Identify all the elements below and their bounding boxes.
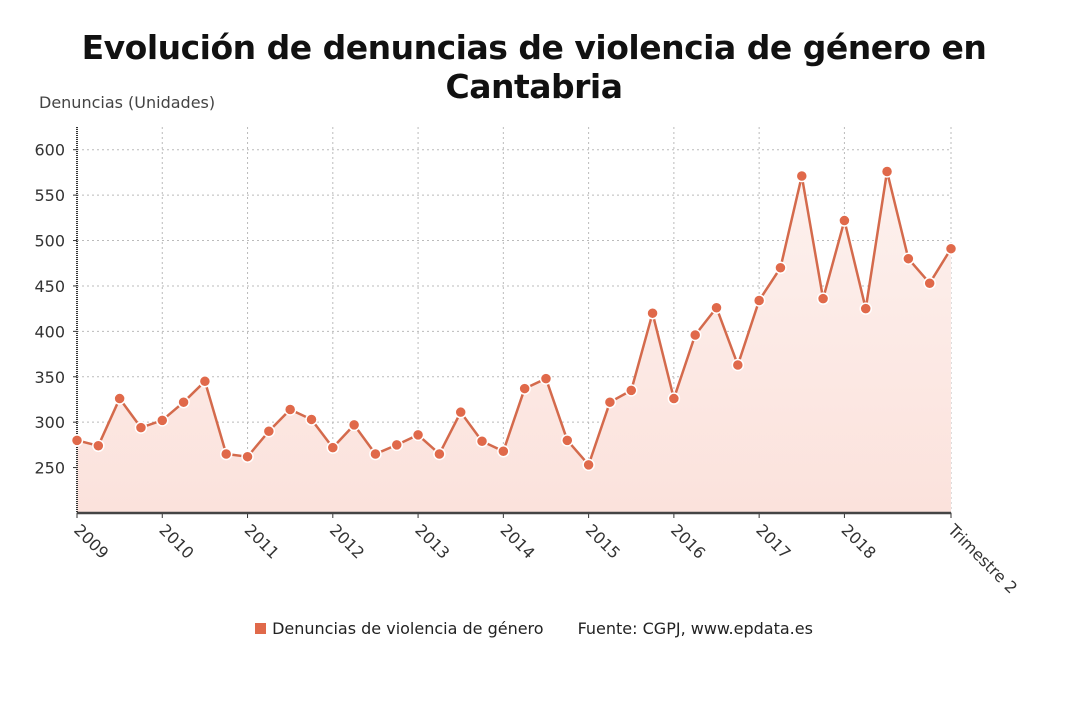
data-point <box>667 392 681 405</box>
data-point <box>582 458 595 472</box>
x-tick-label: 2012 <box>326 520 368 562</box>
data-point <box>262 425 276 438</box>
data-point <box>774 261 787 275</box>
y-tick-label: 450 <box>34 277 65 296</box>
data-point <box>902 252 915 265</box>
data-point <box>70 434 84 447</box>
data-point <box>454 405 467 419</box>
legend-series-label: Denuncias de violencia de género <box>272 619 544 638</box>
data-point <box>859 302 872 315</box>
x-tick-label: 2011 <box>241 520 283 562</box>
data-point <box>539 372 553 385</box>
data-point <box>326 441 340 454</box>
data-point <box>497 444 510 458</box>
data-point <box>518 382 531 395</box>
data-point <box>923 276 936 290</box>
y-tick-label: 300 <box>34 413 65 432</box>
y-tick-label: 400 <box>34 322 65 341</box>
data-marks <box>70 165 958 472</box>
data-point <box>134 421 148 434</box>
data-point <box>838 214 851 227</box>
data-point <box>347 418 361 432</box>
data-point <box>283 403 297 416</box>
y-axis-label: Denuncias (Unidades) <box>39 93 216 112</box>
data-point <box>305 413 318 426</box>
source-note: Fuente: CGPJ, www.epdata.es <box>577 619 813 638</box>
data-point <box>710 301 723 314</box>
data-point <box>177 395 190 409</box>
x-tick-label: 2018 <box>838 520 880 562</box>
x-tick-label: 2010 <box>155 520 197 562</box>
data-point <box>475 434 489 448</box>
series-line <box>76 170 953 467</box>
series-area <box>77 171 951 513</box>
data-point <box>198 375 212 388</box>
y-tick-label: 500 <box>34 232 65 251</box>
y-tick-label: 600 <box>34 141 65 160</box>
data-point <box>603 395 617 409</box>
data-point <box>624 384 638 397</box>
data-point <box>688 328 702 342</box>
axes <box>73 127 952 518</box>
data-point <box>369 447 382 461</box>
data-point <box>795 169 809 183</box>
x-tick-label: 2013 <box>411 520 453 562</box>
data-point <box>92 439 105 453</box>
data-point <box>752 294 766 307</box>
data-point <box>646 306 659 320</box>
y-tick-label: 250 <box>34 459 65 478</box>
x-tick-label: 2016 <box>667 520 709 562</box>
data-point <box>113 392 126 405</box>
area-fill <box>77 171 951 513</box>
y-tick-label: 550 <box>34 186 65 205</box>
x-tick-label: 2014 <box>497 520 539 562</box>
data-point <box>561 434 574 447</box>
data-point <box>390 438 404 452</box>
chart-title: Evolución de denuncias de violencia de g… <box>81 28 987 106</box>
data-point <box>219 447 233 461</box>
data-point <box>816 292 830 305</box>
x-tick-label: Trimestre 2 <box>943 520 1021 598</box>
data-point <box>944 242 958 255</box>
data-point <box>433 447 446 461</box>
data-point <box>241 450 254 463</box>
data-point <box>156 414 169 427</box>
x-tick-label: 2017 <box>752 520 794 562</box>
data-point <box>880 165 894 178</box>
data-point <box>411 428 425 442</box>
legend: Denuncias de violencia de género Fuente: … <box>0 619 1068 638</box>
data-point <box>731 358 745 372</box>
x-tick-label: 2009 <box>70 520 112 562</box>
y-tick-label: 350 <box>34 368 65 387</box>
legend-swatch <box>255 623 267 634</box>
x-tick-label: 2015 <box>582 520 624 562</box>
